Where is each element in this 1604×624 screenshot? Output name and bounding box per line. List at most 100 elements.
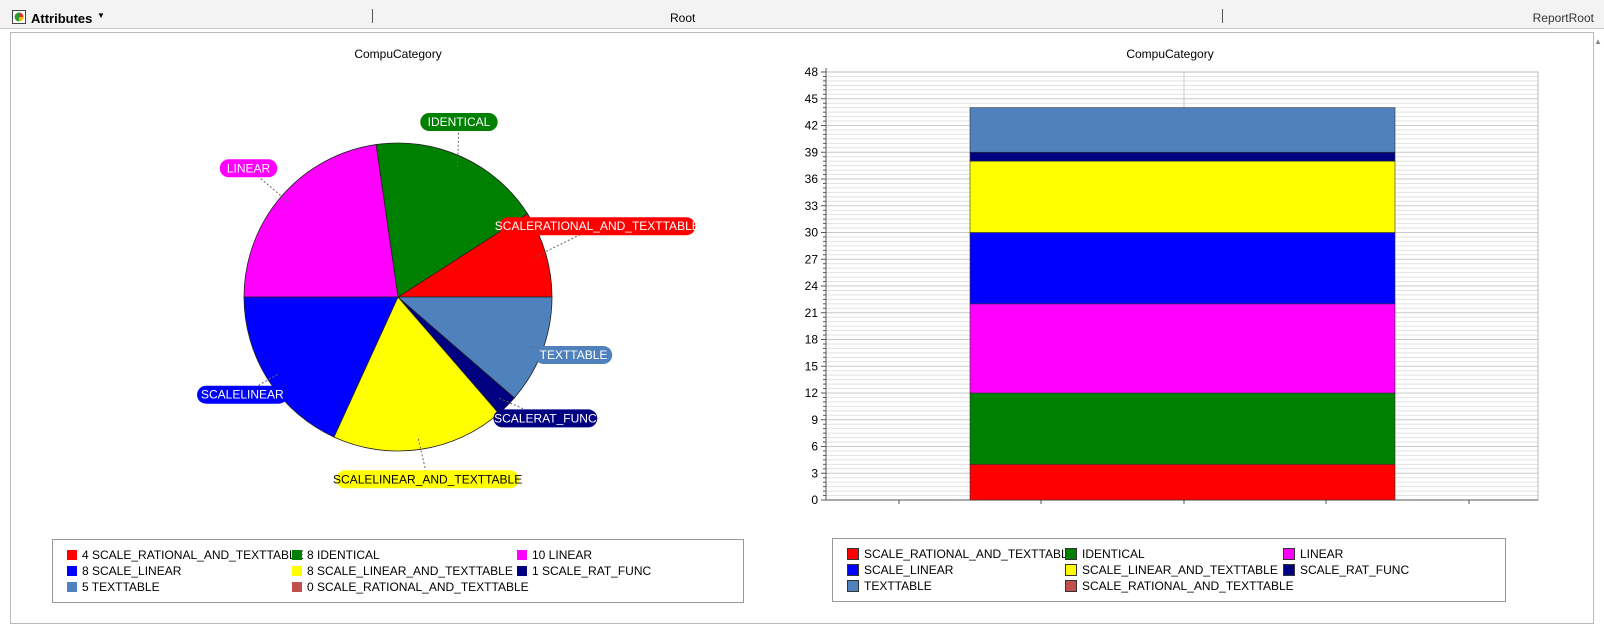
legend-item: 1 SCALE_RAT_FUNC bbox=[517, 564, 651, 578]
y-tick-label: 33 bbox=[805, 199, 819, 213]
attributes-menu-button[interactable]: Attributes bbox=[31, 11, 93, 26]
pie-slice-label: TEXTTABLE bbox=[540, 348, 608, 362]
pie-slice[interactable] bbox=[243, 144, 399, 298]
legend-label: 0 SCALE_RATIONAL_AND_TEXTTABLE bbox=[307, 580, 529, 594]
legend-label: 8 SCALE_LINEAR_AND_TEXTTABLE bbox=[307, 564, 513, 578]
legend-item: 4 SCALE_RATIONAL_AND_TEXTTABLE bbox=[67, 548, 304, 562]
y-tick-label: 42 bbox=[805, 119, 819, 133]
legend-label: LINEAR bbox=[1300, 547, 1344, 561]
legend-item: SCALE_LINEAR_AND_TEXTTABLE bbox=[1065, 563, 1278, 577]
stacked-bar-chart: CompuCategory036912151821242730333639424… bbox=[805, 47, 1539, 507]
legend-item: SCALE_RAT_FUNC bbox=[1283, 563, 1409, 577]
legend-item: 8 IDENTICAL bbox=[292, 548, 380, 562]
bar-segment[interactable] bbox=[969, 232, 1396, 305]
pie-slice-labels: SCALERATIONAL_AND_TEXTTABLE IDENTICAL LINE… bbox=[197, 113, 700, 489]
pie-slice[interactable] bbox=[375, 142, 529, 298]
legend-swatch bbox=[517, 566, 527, 576]
y-tick-label: 15 bbox=[805, 359, 819, 373]
legend-item: SCALE_RATIONAL_AND_TEXTTABLE bbox=[1065, 579, 1294, 593]
y-tick-label: 39 bbox=[805, 145, 819, 159]
bar-chart-title: CompuCategory bbox=[1126, 47, 1213, 61]
legend-label: 10 LINEAR bbox=[532, 548, 593, 562]
pie-slice[interactable] bbox=[243, 296, 399, 438]
legend-item: IDENTICAL bbox=[1065, 547, 1145, 561]
pie-slice-label: SCALELINEAR_AND_TEXTTABLE bbox=[333, 472, 522, 486]
pie-slice-label: LINEAR bbox=[227, 161, 271, 175]
y-tick-label: 24 bbox=[805, 279, 819, 293]
y-tick-label: 6 bbox=[811, 440, 818, 454]
bar-segment[interactable] bbox=[969, 107, 1396, 153]
legend-label: IDENTICAL bbox=[1082, 547, 1145, 561]
legend-swatch bbox=[847, 580, 859, 592]
legend-swatch bbox=[292, 566, 302, 576]
pie-slice-label: IDENTICAL bbox=[428, 115, 491, 129]
pie-label-badge bbox=[336, 470, 520, 489]
y-tick-label: 45 bbox=[805, 92, 819, 106]
pie-slice-label: SCALERATIONAL_AND_TEXTTABLE bbox=[495, 219, 700, 233]
legend-label: SCALE_LINEAR bbox=[864, 563, 954, 577]
legend-item: SCALE_LINEAR bbox=[847, 563, 953, 577]
legend-item: 8 SCALE_LINEAR_AND_TEXTTABLE bbox=[292, 564, 513, 578]
legend-item: TEXTTABLE bbox=[847, 579, 932, 593]
pie-label-badge bbox=[499, 217, 696, 236]
legend-label: SCALE_RATIONAL_AND_TEXTTABLE bbox=[864, 547, 1076, 561]
legend-label: 1 SCALE_RAT_FUNC bbox=[532, 564, 652, 578]
legend-swatch bbox=[1283, 564, 1295, 576]
legend-swatch bbox=[517, 550, 527, 560]
bar-segments bbox=[969, 107, 1396, 501]
legend-swatch bbox=[1065, 548, 1077, 560]
y-tick-label: 30 bbox=[805, 226, 819, 240]
legend-item: 0 SCALE_RATIONAL_AND_TEXTTABLE bbox=[292, 580, 529, 594]
legend-swatch bbox=[292, 550, 302, 560]
legend-swatch bbox=[1065, 580, 1077, 592]
y-tick-label: 18 bbox=[805, 333, 819, 347]
legend-label: 8 IDENTICAL bbox=[307, 548, 380, 562]
y-tick-label: 3 bbox=[811, 466, 818, 480]
pie-legend: 4 SCALE_RATIONAL_AND_TEXTTABLE 8 IDENTICA… bbox=[52, 539, 744, 603]
pie-label-badge bbox=[420, 113, 498, 132]
legend-item: 5 TEXTTABLE bbox=[67, 580, 160, 594]
toolbar-separator bbox=[372, 9, 373, 23]
pie-slice[interactable] bbox=[333, 296, 500, 452]
root-label: Root bbox=[670, 11, 696, 25]
pie-slice-label: SCALELINEAR bbox=[201, 388, 284, 402]
y-tick-label: 0 bbox=[811, 493, 818, 507]
y-tick-label: 36 bbox=[805, 172, 819, 186]
pie-chart-title: CompuCategory bbox=[354, 47, 441, 61]
pie-slices bbox=[243, 142, 553, 452]
legend-swatch bbox=[1283, 548, 1295, 560]
legend-label: TEXTTABLE bbox=[864, 579, 932, 593]
legend-label: SCALE_RAT_FUNC bbox=[1300, 563, 1410, 577]
legend-item: SCALE_RATIONAL_AND_TEXTTABLE bbox=[847, 547, 1076, 561]
pie-chart: CompuCategory SCALERATIONAL_AND_TEXTTABLE… bbox=[197, 47, 700, 489]
y-tick-label: 48 bbox=[805, 65, 819, 79]
scroll-up-icon[interactable]: ▲ bbox=[1594, 37, 1602, 46]
legend-item: 8 SCALE_LINEAR bbox=[67, 564, 181, 578]
report-root-label: ReportRoot bbox=[1532, 11, 1594, 25]
legend-item: LINEAR bbox=[1283, 547, 1343, 561]
legend-label: SCALE_RATIONAL_AND_TEXTTABLE bbox=[1082, 579, 1294, 593]
bar-segment[interactable] bbox=[969, 464, 1396, 501]
bar-segment[interactable] bbox=[969, 392, 1396, 465]
bar-segment[interactable] bbox=[969, 151, 1396, 162]
pie-label-badge bbox=[493, 409, 598, 428]
bar-segment[interactable] bbox=[969, 303, 1396, 394]
y-tick-label: 9 bbox=[811, 413, 818, 427]
y-tick-label: 27 bbox=[805, 252, 819, 266]
legend-label: 8 SCALE_LINEAR bbox=[82, 564, 182, 578]
y-tick-label: 21 bbox=[805, 306, 819, 320]
legend-item: 10 LINEAR bbox=[517, 548, 592, 562]
pie-label-badge bbox=[219, 159, 278, 178]
legend-swatch bbox=[847, 564, 859, 576]
legend-swatch bbox=[67, 566, 77, 576]
bar-legend: SCALE_RATIONAL_AND_TEXTTABLE IDENTICAL LIN… bbox=[832, 538, 1506, 602]
legend-swatch bbox=[67, 550, 77, 560]
toolbar: Attributes ▼ Root ReportRoot bbox=[0, 0, 1604, 29]
legend-label: 4 SCALE_RATIONAL_AND_TEXTTABLE bbox=[82, 548, 304, 562]
bar-segment[interactable] bbox=[969, 160, 1396, 233]
pie-label-leader bbox=[417, 438, 429, 480]
chevron-down-icon[interactable]: ▼ bbox=[97, 11, 105, 20]
legend-swatch bbox=[1065, 564, 1077, 576]
legend-swatch bbox=[847, 548, 859, 560]
